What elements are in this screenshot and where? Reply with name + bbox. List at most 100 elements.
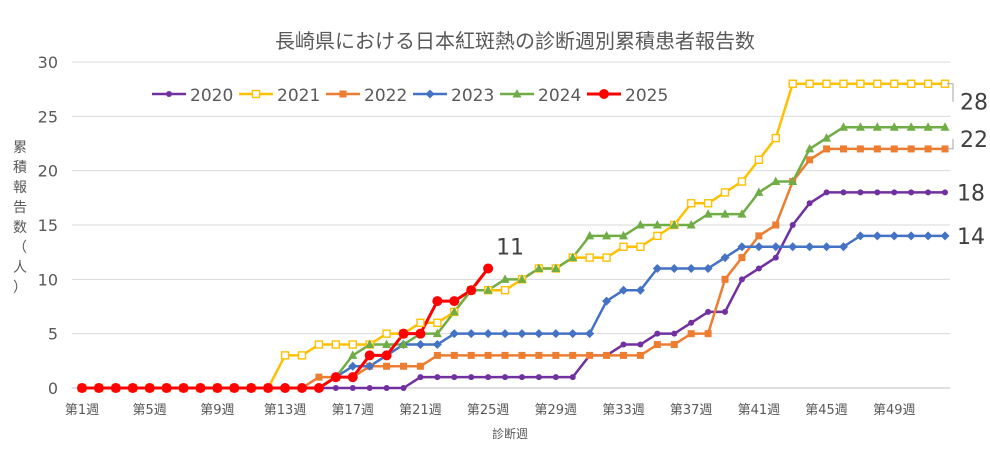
data-point-2024: [618, 230, 628, 240]
data-point-2024: [855, 122, 865, 131]
legend-marker-2022: [339, 90, 347, 98]
data-point-2024: [382, 339, 392, 349]
data-point-2020: [857, 189, 864, 196]
data-point-2024: [669, 220, 679, 229]
data-point-2020: [468, 374, 475, 381]
data-point-2024: [906, 122, 916, 131]
data-point-2023: [348, 361, 358, 371]
data-point-2021: [585, 253, 594, 262]
legend-marker-2025: [599, 89, 609, 99]
data-point-2022: [433, 351, 441, 359]
data-point-2021: [297, 351, 307, 360]
data-point-2021: [890, 79, 899, 88]
data-point-2024: [838, 122, 848, 131]
data-point-2024: [534, 263, 544, 272]
legend-marker-2021: [251, 89, 261, 99]
series-line-2025: [82, 267, 490, 390]
data-point-2022: [755, 232, 763, 240]
data-point-2025: [161, 383, 172, 393]
data-point-2021: [856, 79, 865, 88]
data-point-2023: [940, 231, 950, 241]
data-point-2022: [704, 330, 712, 338]
data-point-2025: [296, 383, 307, 393]
data-point-2021: [500, 286, 510, 295]
data-point-2022: [535, 351, 543, 359]
end-label-leader: [947, 138, 954, 150]
y-axis-label-char: ）: [13, 280, 27, 296]
data-point-2023: [483, 329, 493, 339]
data-point-2023: [838, 242, 848, 252]
data-point-2022: [772, 221, 780, 229]
y-tick-label: 30: [38, 53, 58, 72]
data-point-2023: [449, 329, 459, 339]
data-point-2024: [585, 230, 595, 240]
data-point-2025: [483, 263, 494, 274]
y-axis-label-char: 報: [13, 180, 27, 196]
data-point-2021: [280, 351, 290, 360]
x-tick-labels: 第1週 第5週 第9週 第13週 第17週 第21週 第25週 第29週 第33週 第37週 第41…: [65, 403, 916, 418]
end-labels: 18 28 22 14 11: [496, 83, 988, 260]
x-axis-label: 診断週: [492, 426, 528, 441]
data-point-2023: [635, 285, 645, 295]
data-point-2025: [195, 383, 206, 393]
data-point-2022: [738, 254, 746, 262]
data-point-2024: [703, 209, 713, 218]
x-tick-label: 第41週: [738, 403, 781, 418]
data-point-2022: [721, 275, 729, 283]
data-point-2024: [822, 133, 832, 142]
y-tick-label: 20: [38, 162, 58, 181]
data-point-2020: [908, 189, 915, 196]
legend-label-2025: 2025: [625, 86, 668, 106]
data-point-2022: [552, 351, 560, 359]
data-point-2020: [755, 265, 762, 272]
data-point-2024: [399, 339, 409, 349]
data-point-2024: [754, 187, 764, 196]
chart-title: 長崎県における日本紅斑熱の診断週別累積患者報告数: [275, 29, 755, 53]
end-label-2023: 14: [957, 225, 985, 250]
data-point-2023: [415, 340, 425, 350]
data-point-2025: [229, 383, 240, 393]
data-point-2025: [364, 350, 375, 361]
y-axis-label-char: 数: [13, 220, 27, 236]
data-point-2023: [686, 263, 696, 273]
x-tick-label: 第17週: [331, 403, 374, 418]
data-point-2020: [349, 385, 356, 391]
data-point-2022: [687, 330, 695, 338]
data-point-2022: [941, 145, 949, 153]
legend-marker-2024: [512, 89, 522, 98]
data-point-2023: [568, 329, 578, 339]
data-point-2025: [212, 383, 223, 393]
data-point-2020: [451, 374, 458, 381]
data-point-2024: [602, 230, 612, 240]
data-point-2020: [552, 374, 559, 381]
data-point-2020: [891, 189, 898, 196]
series-line-2020: [82, 191, 945, 390]
data-point-2021: [737, 177, 747, 186]
data-point-2024: [686, 220, 696, 229]
data-point-2020: [434, 374, 441, 381]
data-point-2025: [330, 372, 341, 383]
legend-marker-2023: [425, 89, 435, 99]
data-point-2021: [331, 340, 341, 349]
data-point-2022: [823, 145, 831, 153]
y-axis-label-char: 積: [13, 160, 27, 176]
data-point-2024: [889, 122, 899, 131]
data-point-2024: [500, 274, 510, 283]
data-point-2023: [906, 231, 916, 241]
y-tick-label: 5: [48, 325, 58, 344]
data-point-2025: [263, 383, 274, 393]
data-point-2025: [110, 383, 121, 393]
data-point-2022: [467, 351, 475, 359]
data-point-2021: [602, 253, 611, 262]
data-point-2020: [823, 189, 830, 196]
legend-marker-2020: [166, 91, 172, 97]
data-point-2023: [754, 242, 764, 252]
data-point-2025: [432, 296, 443, 307]
data-point-2023: [720, 253, 730, 263]
data-point-2022: [856, 145, 864, 153]
x-tick-label: 第21週: [399, 403, 442, 418]
data-point-2020: [637, 341, 644, 348]
data-point-2020: [874, 189, 881, 196]
y-tick-label: 15: [38, 216, 58, 235]
